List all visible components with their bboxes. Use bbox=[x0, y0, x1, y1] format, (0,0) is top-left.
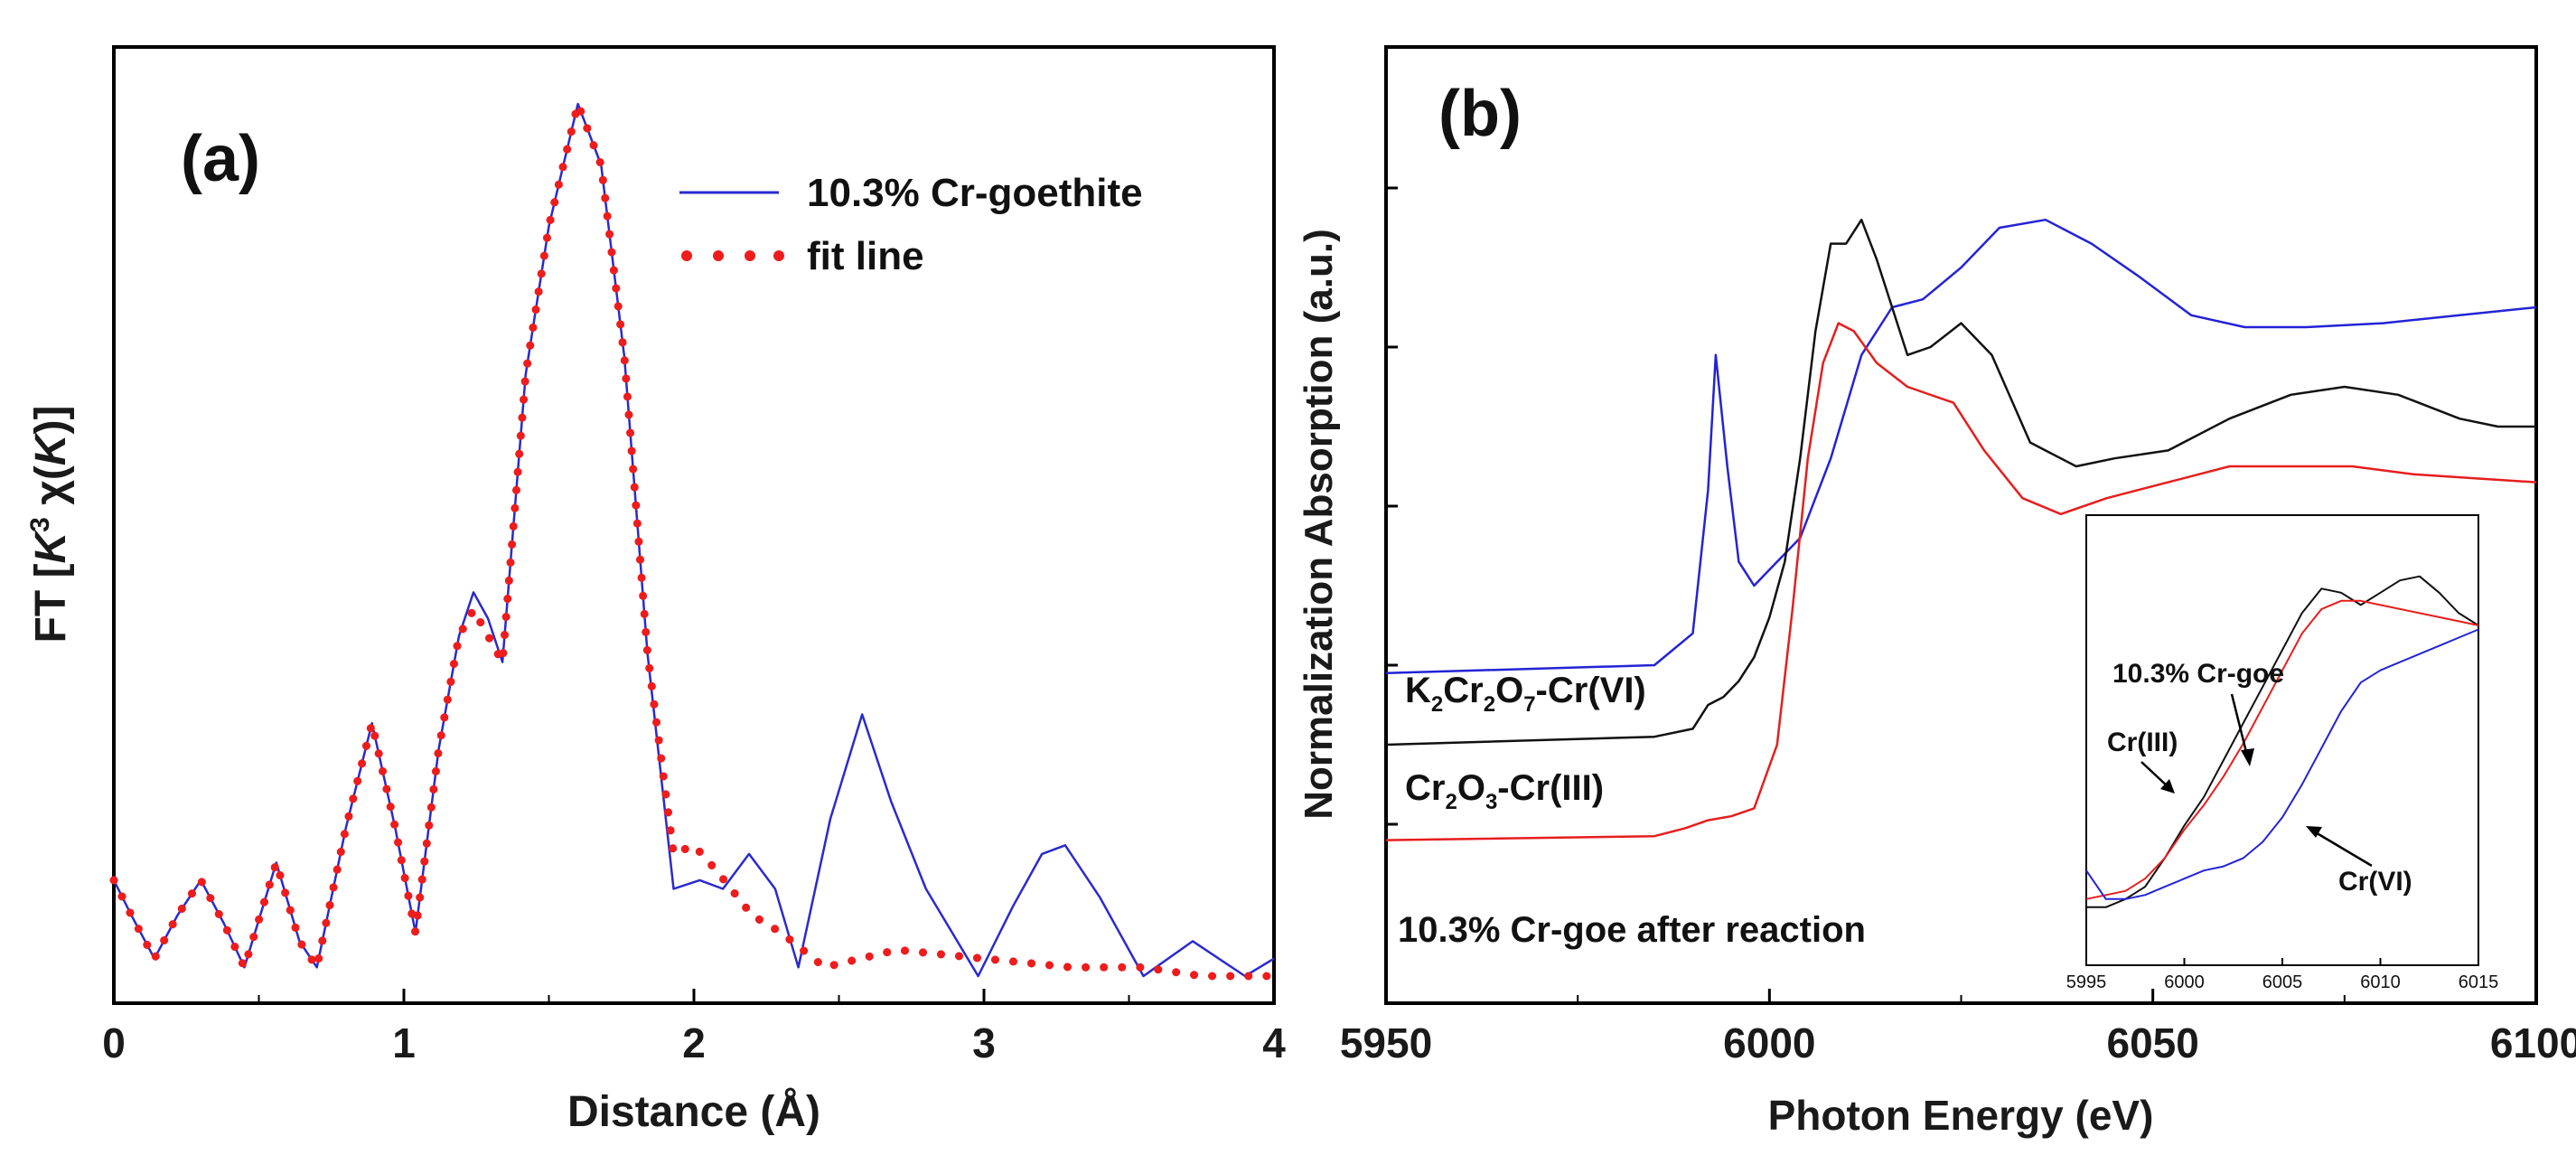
k2cr2o7-cr: Cr bbox=[1443, 671, 1483, 710]
panel-a-x-tick-label: 4 bbox=[1262, 1019, 1286, 1066]
inset-x-tick-label: 6005 bbox=[2262, 972, 2303, 992]
inset-label-cr-iii: Cr(III) bbox=[2107, 728, 2178, 757]
inset-tick-labels: 5995 6000 6005 6010 6015 bbox=[2066, 972, 2499, 992]
cr2o3-cr: Cr bbox=[1405, 768, 1445, 808]
inset-label-cr-goe: 10.3% Cr-goe bbox=[2112, 659, 2284, 689]
arrow-cr-vi-head bbox=[2306, 826, 2322, 838]
ylabel-k: K bbox=[27, 529, 75, 563]
panel-b-x-tick-label: 6000 bbox=[1723, 1019, 1815, 1066]
ylabel-chi: χ( bbox=[27, 465, 75, 517]
legend-label-fit: fit line bbox=[807, 234, 924, 278]
legend-fit-dot bbox=[681, 250, 692, 261]
panel-b-x-tick-labels: 5950 6000 6050 6100 bbox=[1340, 1019, 2576, 1066]
ylabel-k-inner: K bbox=[27, 431, 75, 465]
k2cr2o7-tail: -Cr(VI) bbox=[1536, 671, 1646, 710]
panel-a-x-tick-labels: 0 1 2 3 4 bbox=[102, 1019, 1286, 1066]
legend-fit-dot bbox=[713, 250, 724, 261]
panel-b-series bbox=[1385, 218, 2537, 841]
panel-a-x-ticks bbox=[112, 989, 1276, 1003]
k2cr2o7-sub2: 2 bbox=[1484, 692, 1495, 717]
panel-a-x-tick-label: 1 bbox=[392, 1019, 416, 1066]
cr2o3-tail: -Cr(III) bbox=[1497, 768, 1604, 808]
series-line-cr2o3-cr-iii- bbox=[1385, 218, 2536, 747]
curve-label-k2cr2o7: K2Cr2O7-Cr(VI) bbox=[1405, 671, 1646, 717]
ylabel-superscript: 3 bbox=[25, 517, 55, 532]
panel-b-label: (b) bbox=[1438, 78, 1522, 150]
inset-series-cr-vi- bbox=[2085, 628, 2479, 900]
curve-label-after-reaction: 10.3% Cr-goe after reaction bbox=[1398, 910, 1866, 950]
panel-b: 5950 6000 6050 6100 (b) K2Cr2O7-Cr(VI) Cr2O… bbox=[1297, 45, 2576, 1139]
panel-b-ticks bbox=[1384, 186, 2538, 1003]
cr2o3-o: O bbox=[1457, 768, 1485, 808]
panel-a-series bbox=[109, 89, 1279, 981]
legend-fit-dot bbox=[745, 250, 755, 261]
panel-a-x-tick-label: 0 bbox=[102, 1019, 126, 1066]
panel-b-x-axis-title: Photon Energy (eV) bbox=[1768, 1092, 2154, 1139]
arrow-cr-goe-shaft bbox=[2230, 693, 2250, 760]
inset-frame bbox=[2085, 514, 2479, 966]
arrow-cr-iii-head bbox=[2160, 779, 2175, 794]
arrow-cr-goe-head bbox=[2241, 748, 2254, 766]
legend-label-data: 10.3% Cr-goethite bbox=[807, 171, 1143, 215]
cr2o3-sub1: 2 bbox=[1445, 790, 1457, 814]
cr2o3-sub2: 3 bbox=[1485, 790, 1497, 814]
panel-a-y-axis-title: FT [K3 χ(K)] bbox=[25, 406, 75, 643]
arrow-cr-iii-shaft bbox=[2140, 761, 2170, 789]
k2cr2o7-o: O bbox=[1495, 671, 1523, 710]
inset-x-tick-label: 5995 bbox=[2066, 972, 2107, 992]
inset-x-tick-label: 6000 bbox=[2164, 972, 2205, 992]
panel-a: 0 1 2 3 4 (a) 10.3% Cr-goethite fit line Dis… bbox=[25, 45, 1286, 1136]
arrow-cr-vi-shaft bbox=[2313, 830, 2373, 868]
inset-chart: 5995 6000 6005 6010 6015 10.3% Cr-goe Cr(III… bbox=[2066, 514, 2499, 992]
k2cr2o7-k: K bbox=[1405, 671, 1431, 710]
k2cr2o7-sub1: 2 bbox=[1431, 692, 1443, 717]
panel-a-x-tick-label: 3 bbox=[972, 1019, 996, 1066]
inset-ticks bbox=[2085, 958, 2479, 965]
curve-label-cr2o3: Cr2O3-Cr(III) bbox=[1405, 768, 1604, 814]
k2cr2o7-sub3: 7 bbox=[1523, 692, 1535, 717]
series-line-10-3-cr-goe-after-reaction bbox=[1385, 322, 2537, 841]
panel-b-y-axis-title: Normalization Absorption (a.u.) bbox=[1297, 229, 1341, 819]
ylabel-prefix: FT [ bbox=[27, 563, 75, 643]
inset-x-tick-label: 6010 bbox=[2360, 972, 2401, 992]
panel-b-x-tick-label: 6100 bbox=[2490, 1019, 2576, 1066]
inset-series bbox=[2085, 575, 2479, 908]
inset-series-cr-iii- bbox=[2086, 575, 2479, 908]
panel-a-x-tick-label: 2 bbox=[682, 1019, 706, 1066]
panel-a-legend: 10.3% Cr-goethite fit line bbox=[679, 171, 1143, 278]
inset-series-10-3-cr-goe bbox=[2085, 599, 2479, 900]
inset-x-tick-label: 6015 bbox=[2459, 972, 2499, 992]
panel-b-x-tick-label: 6050 bbox=[2106, 1019, 2198, 1066]
panel-a-label: (a) bbox=[181, 123, 260, 195]
panel-a-x-axis-title: Distance (Å) bbox=[567, 1087, 820, 1136]
legend-fit-dot bbox=[773, 250, 784, 261]
inset-label-cr-vi: Cr(VI) bbox=[2338, 867, 2412, 897]
ylabel-suffix: )] bbox=[27, 406, 75, 435]
legend-line-fit bbox=[681, 250, 784, 261]
panel-b-x-tick-label: 5950 bbox=[1340, 1019, 1432, 1066]
